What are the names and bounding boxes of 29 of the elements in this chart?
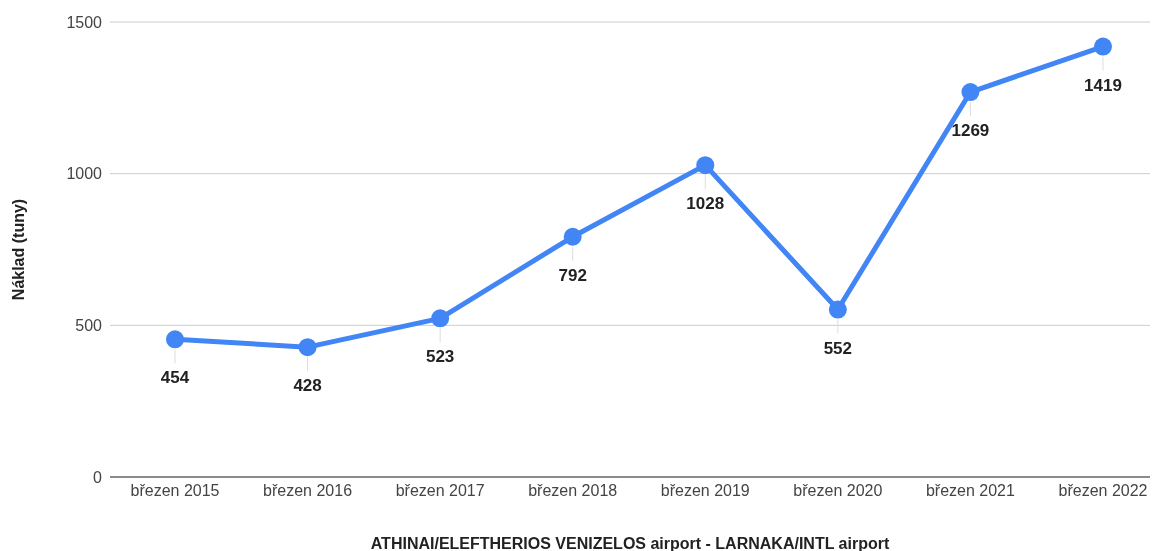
x-tick-label: březen 2016	[263, 482, 353, 500]
y-tick-label: 1000	[66, 165, 103, 183]
data-label: 1269	[951, 121, 990, 141]
x-tick-label: březen 2020	[793, 482, 883, 500]
data-label: 428	[293, 376, 322, 396]
x-tick-label: březen 2022	[1058, 482, 1148, 500]
point	[1094, 37, 1112, 56]
point	[298, 338, 317, 357]
data-label: 1028	[686, 194, 725, 214]
data-label: 523	[425, 347, 455, 367]
x-tick-label: březen 2021	[925, 482, 1016, 500]
x-tick-label: březen 2017	[395, 482, 485, 500]
data-label: 792	[558, 265, 587, 285]
x-tick-label: březen 2019	[660, 482, 750, 500]
x-tick-label: březen 2015	[130, 482, 220, 500]
point	[828, 300, 847, 319]
y-axis-title: Náklad (tuny)	[9, 198, 27, 301]
data-label: 552	[823, 338, 853, 358]
x-tick-label: březen 2018	[528, 482, 618, 500]
point	[431, 309, 450, 328]
y-tick-label: 1500	[66, 13, 103, 31]
point	[696, 156, 715, 175]
point	[166, 330, 184, 349]
y-tick-label: 0	[93, 468, 103, 486]
data-label: 1419	[1084, 75, 1122, 95]
y-tick-label: 500	[75, 317, 103, 335]
point	[563, 227, 582, 246]
data-label: 454	[160, 368, 190, 388]
point	[961, 83, 980, 102]
